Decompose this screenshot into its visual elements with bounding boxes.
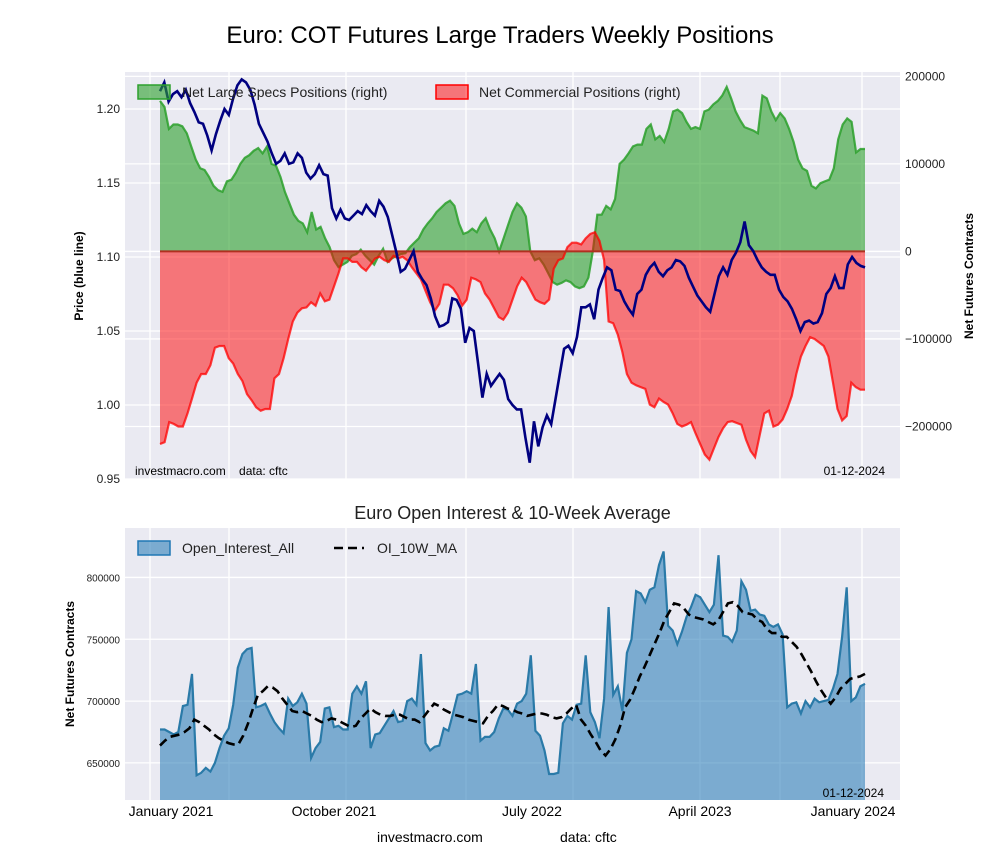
price-line-group: [158, 77, 866, 463]
right-tick-label: 0: [905, 244, 912, 258]
top-legend: Net Large Specs Positions (right) Net Co…: [137, 84, 681, 100]
legend-label-specs: Net Large Specs Positions (right): [182, 84, 387, 100]
specs-area: [160, 86, 865, 289]
chart-title: Euro: COT Futures Large Traders Weekly P…: [226, 22, 774, 49]
left-axis-label: Price (blue line): [72, 231, 86, 320]
top-watermark: investmacro.com data: cftc: [135, 464, 288, 478]
bottom-y-tick-label: 700000: [87, 697, 121, 708]
legend-label-open-interest: Open_Interest_All: [182, 540, 294, 556]
left-tick-label: 1.15: [97, 176, 121, 190]
subplot-title: Euro Open Interest & 10-Week Average: [354, 503, 671, 523]
commercial-area-group: [159, 230, 865, 462]
right-tick-label: −200000: [905, 419, 952, 433]
specs-line: [159, 84, 865, 290]
open-interest-line: [160, 551, 866, 778]
price-line: [158, 77, 866, 463]
legend-swatch-commercial: [435, 84, 469, 100]
left-tick-label: 1.00: [97, 398, 121, 412]
bottom-legend: Open_Interest_All OI_10W_MA: [137, 540, 458, 556]
left-tick-label: 0.95: [97, 472, 121, 486]
left-tick-label: 1.10: [97, 250, 121, 264]
bottom-y-tick-label: 750000: [87, 635, 121, 646]
footer-site: investmacro.com: [377, 829, 483, 845]
top-axes: 0.951.001.051.101.151.20−200000−10000001…: [72, 69, 976, 486]
commercial-line: [159, 230, 865, 462]
x-tick-label: April 2023: [668, 803, 731, 819]
top-date-label: 01-12-2024: [824, 464, 886, 478]
left-tick-label: 1.20: [97, 102, 121, 116]
legend-swatch-open-interest: [137, 540, 171, 556]
right-tick-label: 200000: [905, 69, 945, 83]
bottom-y-axis-label: Net Futures Contracts: [63, 601, 77, 727]
top-tick-labels: 0.951.001.051.101.151.20−200000−10000001…: [97, 69, 953, 486]
x-tick-label: July 2022: [502, 803, 562, 819]
left-tick-label: 1.05: [97, 324, 121, 338]
x-tick-label: January 2024: [811, 803, 896, 819]
ma-line: [159, 600, 866, 758]
moving-average-line-group: [159, 600, 866, 758]
right-tick-label: 100000: [905, 157, 945, 171]
commercial-area: [160, 232, 865, 460]
bottom-date-label: 01-12-2024: [823, 786, 885, 800]
x-tick-label: October 2021: [292, 803, 377, 819]
bottom-axes: 650000 700000 750000 800000 January 2021 Octo…: [63, 528, 900, 819]
x-tick-label: January 2021: [129, 803, 214, 819]
bottom-y-tick-label: 650000: [87, 759, 121, 770]
specs-area-group: [159, 84, 865, 290]
legend-label-commercial: Net Commercial Positions (right): [479, 84, 681, 100]
bottom-tick-labels: 650000 700000 750000 800000 January 2021 Octo…: [87, 573, 896, 819]
legend-swatch-specs: [137, 84, 171, 100]
legend-label-ma: OI_10W_MA: [377, 540, 458, 556]
right-tick-label: −100000: [905, 332, 952, 346]
footer-data: data: cftc: [560, 829, 617, 845]
right-axis-label: Net Futures Contracts: [962, 213, 976, 339]
bottom-y-tick-label: 800000: [87, 573, 121, 584]
